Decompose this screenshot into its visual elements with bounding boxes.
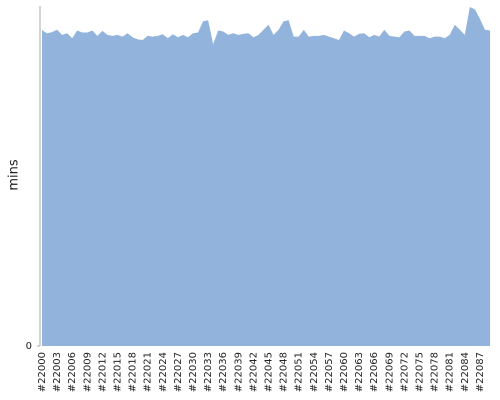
y-tick-label: 0 — [26, 341, 32, 352]
x-tick-label: #22060 — [339, 352, 350, 392]
x-tick-label: #22006 — [67, 352, 78, 392]
x-tick-label: #22072 — [399, 352, 410, 392]
x-tick-label: #22039 — [233, 352, 244, 392]
x-tick-label: #22015 — [113, 352, 124, 392]
x-tick-label: #22066 — [369, 352, 380, 392]
x-tick-label: #22033 — [203, 352, 214, 392]
x-tick-label: #22045 — [264, 352, 275, 392]
x-tick-label: #22012 — [97, 352, 108, 392]
x-tick-label: #22027 — [173, 352, 184, 392]
y-axis-label: mins — [7, 159, 22, 191]
x-tick-label: #22069 — [384, 352, 395, 392]
x-tick-label: #22000 — [37, 352, 48, 392]
x-tick-label: #22081 — [445, 352, 456, 392]
x-tick-label: #22048 — [279, 352, 290, 392]
x-tick-label: #22024 — [158, 352, 169, 392]
x-tick-label: #22078 — [430, 352, 441, 392]
x-tick-label: #22051 — [294, 352, 305, 392]
area — [42, 7, 490, 347]
x-tick-label: #22018 — [128, 352, 139, 392]
x-tick-label: #22063 — [354, 352, 365, 392]
x-tick-label: #22084 — [460, 352, 471, 392]
x-tick-label: #22021 — [143, 352, 154, 392]
x-tick-label: #22036 — [218, 352, 229, 392]
x-tick-label: #22030 — [188, 352, 199, 392]
x-tick-label: #22054 — [309, 352, 320, 392]
x-tick-label: #22003 — [52, 352, 63, 392]
x-tick-label: #22042 — [248, 352, 259, 392]
x-tick-label: #22087 — [475, 352, 486, 392]
x-tick-label: #22075 — [415, 352, 426, 392]
x-tick-label: #22057 — [324, 352, 335, 392]
x-tick-label: #22009 — [82, 352, 93, 392]
